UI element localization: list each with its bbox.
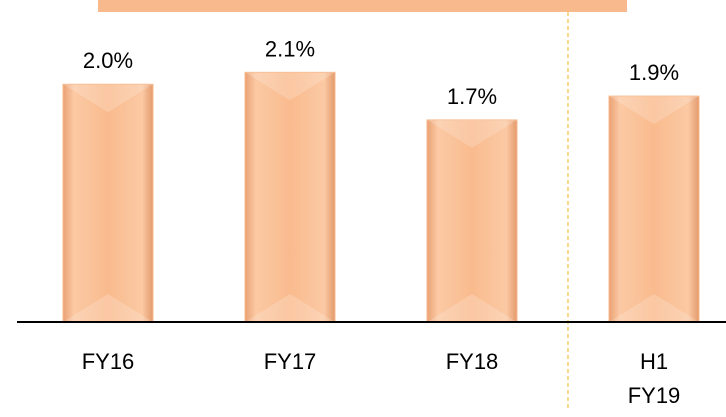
header-band	[98, 0, 627, 12]
x-tick-label: H1 FY19	[627, 349, 681, 408]
bar	[608, 95, 700, 323]
bar	[244, 71, 336, 323]
value-label: 2.1%	[265, 36, 315, 61]
value-label: 1.7%	[447, 84, 497, 109]
bar	[62, 83, 154, 323]
x-tick-label: FY17	[263, 349, 317, 374]
bar	[426, 119, 518, 323]
bars	[62, 71, 700, 323]
value-label: 1.9%	[629, 60, 679, 85]
x-tick-label: FY16	[81, 349, 135, 374]
x-tick-label: FY18	[445, 349, 499, 374]
value-label: 2.0%	[83, 48, 133, 73]
